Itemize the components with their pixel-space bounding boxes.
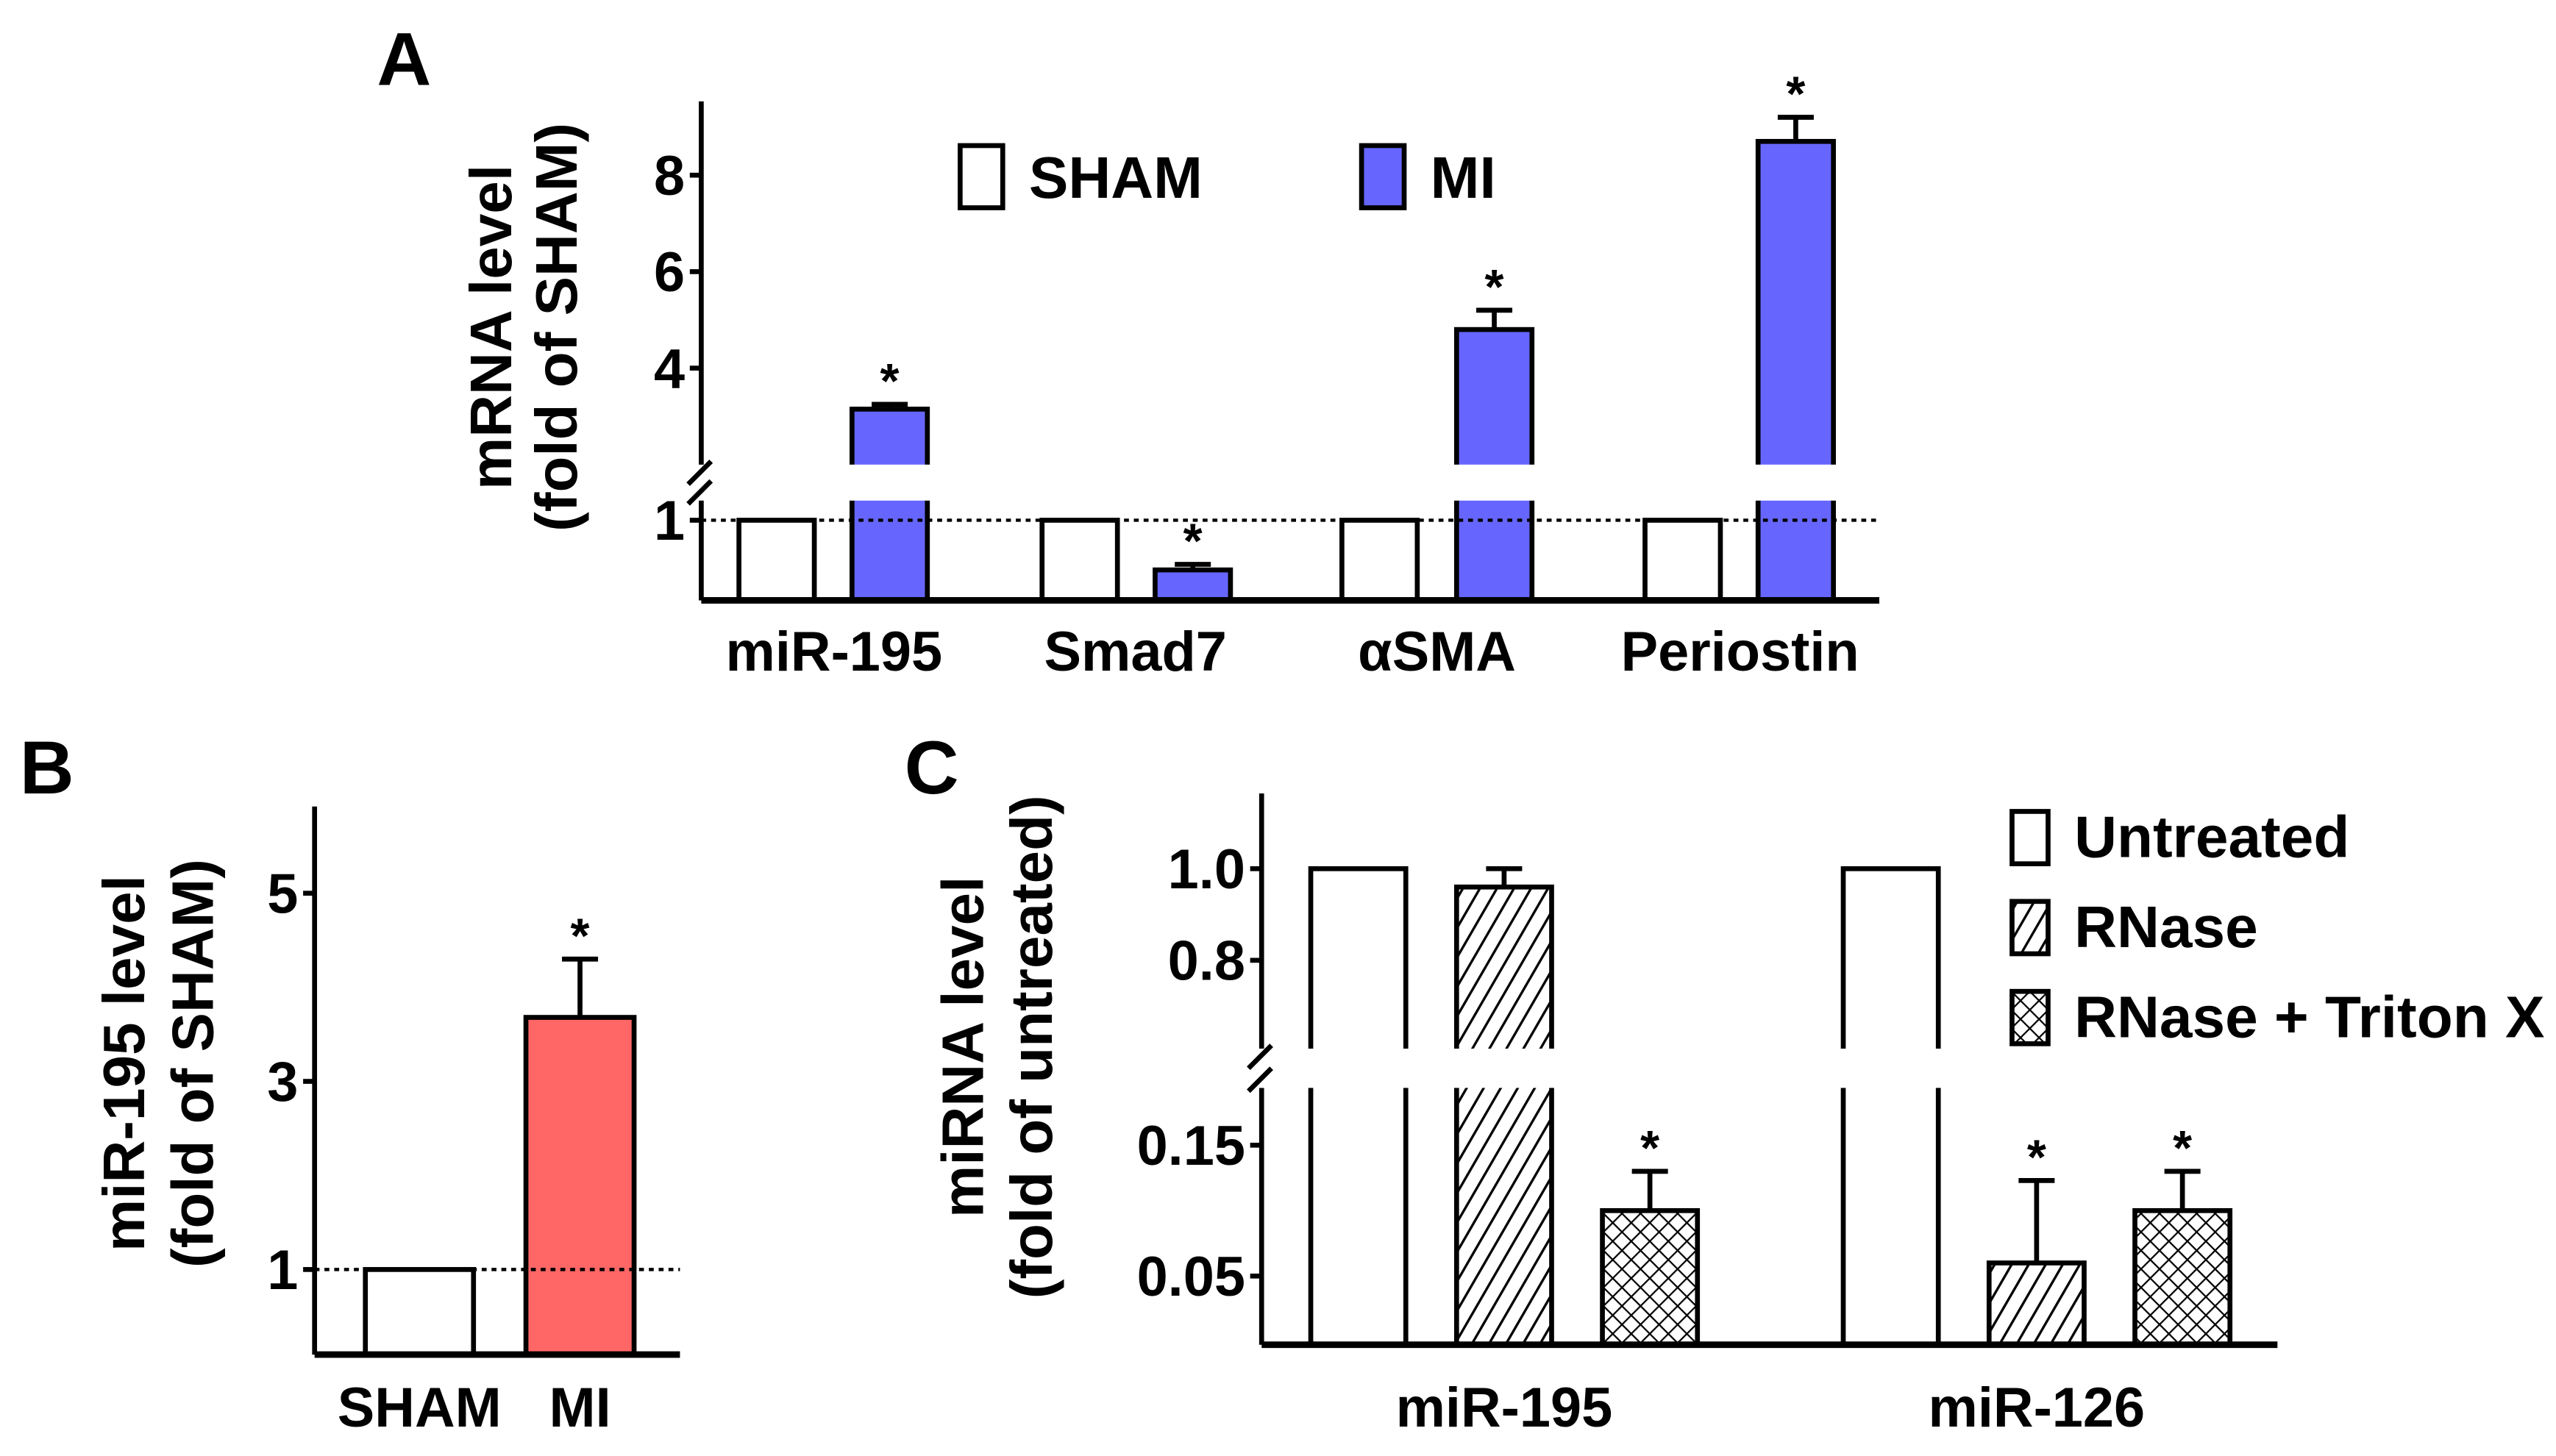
legend-swatch-sham [958, 143, 1005, 210]
y-tick-label: 8 [654, 145, 685, 207]
axis-break-mark [686, 479, 713, 506]
bar-mi [523, 1015, 637, 1357]
bar-sham [363, 1267, 477, 1357]
y-tick-label: 0.15 [1137, 1115, 1245, 1177]
legend-swatch-mi [1359, 143, 1407, 210]
y-tick-label: 3 [267, 1051, 298, 1113]
significance-marker: * [2173, 1121, 2192, 1176]
y-axis-label-b-line2: (fold of SHAM) [160, 859, 226, 1268]
y-axis-label-a-line1: mRNA level [458, 165, 524, 490]
panel-c: C miRNA level (fold of untreated) Untrea… [905, 725, 2545, 1439]
x-category-label: Smad7 [1044, 621, 1227, 683]
x-category-label: miR-126 [1929, 1377, 2146, 1439]
y-tick-label: 4 [654, 338, 685, 400]
axis-break-mark [1247, 1043, 1273, 1071]
legend-label-untreated: Untreated [2074, 804, 2349, 870]
bar-rnase [1453, 884, 1554, 1348]
panel-label-c: C [905, 725, 959, 810]
panel-label-b: B [20, 725, 74, 810]
y-tick-label: 6 [654, 241, 685, 304]
y-tick-label: 1.0 [1168, 838, 1245, 901]
x-category-label: SHAM [338, 1377, 502, 1439]
y-tick-label: 5 [267, 863, 298, 925]
bar-sham [1039, 518, 1120, 603]
panel-a: A mRNA level (fold of SHAM) SHAM MI * * * *… [377, 17, 1890, 683]
bar-untreated [1840, 866, 1941, 1348]
bar-mi [1755, 138, 1836, 603]
axis-break-gap [691, 464, 1890, 501]
y-tick-label: 1 [654, 490, 685, 552]
significance-marker: * [1485, 260, 1504, 315]
legend-label-sham: SHAM [1029, 144, 1203, 210]
x-category-label: miR-195 [726, 621, 943, 683]
y-tick-label: 0.05 [1137, 1246, 1245, 1308]
bar-untreated [1308, 866, 1409, 1348]
x-category-label: MI [549, 1377, 610, 1439]
bar-rnase [1986, 1260, 2087, 1348]
significance-marker: * [571, 909, 590, 963]
x-category-label: miR-195 [1396, 1377, 1613, 1439]
significance-marker: * [1786, 68, 1805, 122]
y-tick-label: 1 [267, 1239, 298, 1302]
significance-marker: * [2027, 1130, 2046, 1185]
y-axis-label-a-line2: (fold of SHAM) [523, 123, 589, 532]
bar-rnase-triton [1600, 1207, 1701, 1348]
legend-label-mi: MI [1431, 144, 1496, 210]
x-category-label: αSMA [1358, 621, 1516, 683]
bar-sham [736, 518, 817, 603]
significance-marker: * [1640, 1121, 1659, 1176]
panel-b: B miR-195 level (fold of SHAM) * 1 3 5 SHAM M… [20, 725, 680, 1439]
y-axis-label-b-line1: miR-195 level [90, 875, 157, 1252]
y-tick-label: 0.8 [1168, 930, 1245, 993]
panel-label-a: A [377, 17, 431, 101]
legend-swatch-rnase [2009, 899, 2051, 957]
significance-marker: * [1183, 515, 1203, 569]
x-category-label: Periostin [1621, 621, 1859, 683]
significance-marker: * [880, 354, 900, 409]
bar-mi [1153, 567, 1233, 603]
legend-swatch-untreated [2009, 809, 2051, 866]
axis-break-mark [686, 460, 713, 486]
bar-rnase-triton [2132, 1207, 2233, 1348]
bar-mi [849, 407, 930, 603]
y-axis-label-c-line2: (fold of untreated) [998, 795, 1064, 1299]
bar-sham [1642, 518, 1723, 603]
bar-sham [1339, 518, 1420, 603]
axis-break-mark [1247, 1066, 1273, 1093]
legend-label-rnase-triton: RNase + Triton X [2074, 984, 2544, 1050]
axis-break-gap [1251, 1049, 2288, 1088]
y-axis-label-c-line1: miRNA level [929, 877, 995, 1218]
legend-label-rnase: RNase [2074, 893, 2258, 960]
legend-swatch-rnase-triton [2009, 988, 2051, 1046]
